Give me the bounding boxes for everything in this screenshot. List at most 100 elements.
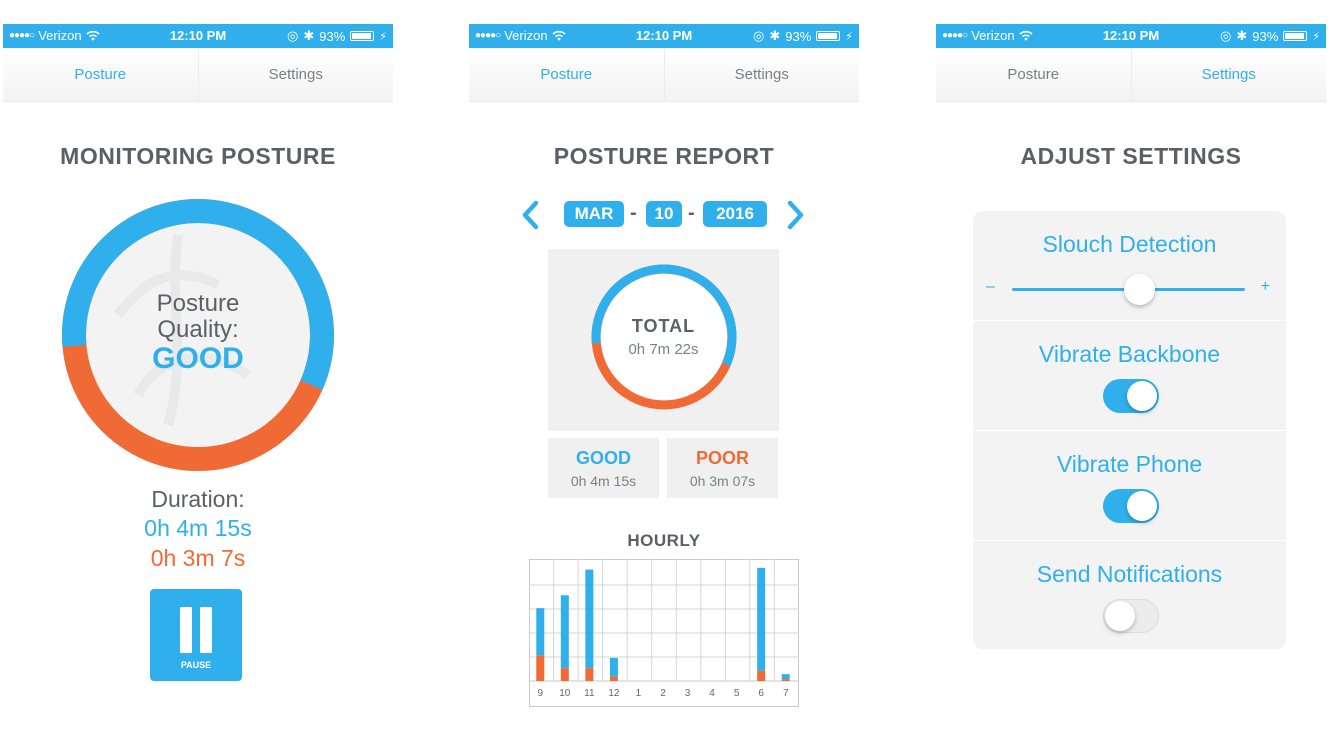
bar-poor — [585, 668, 594, 681]
vibrate-backbone-toggle[interactable] — [1103, 379, 1159, 413]
date-separator: - — [630, 202, 637, 224]
good-stat: GOOD 0h 4m 15s — [548, 438, 659, 498]
bar-poor — [536, 655, 545, 681]
vibrate-phone-row: Vibrate Phone — [973, 431, 1286, 541]
monitoring-screen: ●●●●○ Verizon 12:10 PM ◎ ✱ 93% ⚡ Posture… — [3, 0, 393, 752]
bar-poor — [609, 676, 618, 681]
poor-stat: POOR 0h 3m 07s — [667, 438, 778, 498]
vibrate-backbone-label: Vibrate Backbone — [1038, 341, 1221, 367]
date-separator: - — [688, 202, 695, 224]
tick-label: 6 — [758, 688, 764, 699]
tick-label: 7 — [783, 688, 789, 699]
posture-quality-ring — [62, 199, 334, 471]
tab-bar: Posture Settings — [469, 48, 859, 102]
tick-label: 1 — [636, 688, 642, 699]
charging-icon: ⚡ — [1312, 30, 1320, 43]
bar-good — [757, 567, 766, 671]
good-duration: 0h 4m 15s — [144, 515, 252, 541]
tab-posture[interactable]: Posture — [1007, 66, 1060, 83]
bar-good — [781, 674, 790, 680]
charging-icon: ⚡ — [379, 30, 387, 43]
total-label: TOTAL — [631, 316, 696, 336]
tick-label: 5 — [734, 688, 740, 699]
bluetooth-icon: ✱ — [1236, 28, 1248, 43]
status-bar: ●●●●○ Verizon 12:10 PM ◎ ✱ 93% ⚡ — [469, 24, 859, 48]
page-title: MONITORING POSTURE — [60, 143, 336, 169]
tick-label: 3 — [685, 688, 691, 699]
poor-value: 0h 3m 07s — [689, 473, 756, 489]
poor-duration: 0h 3m 7s — [150, 545, 246, 571]
carrier-label: Verizon — [38, 28, 82, 43]
location-icon: ◎ — [286, 28, 299, 43]
slouch-row: Slouch Detection – + — [973, 211, 1286, 321]
year-pill[interactable]: 2016 — [703, 201, 767, 227]
duration-label: Duration: — [151, 486, 245, 512]
carrier-label: Verizon — [504, 28, 548, 43]
hourly-chart: 9 10 11 12 1 2 3 4 5 6 7 — [529, 559, 799, 707]
bar-poor — [757, 670, 766, 681]
status-bar: ●●●●○ Verizon 12:10 PM ◎ ✱ 93% ⚡ — [936, 24, 1326, 48]
slider-knob[interactable] — [1124, 274, 1155, 305]
battery-icon — [816, 31, 841, 41]
vibrate-backbone-row: Vibrate Backbone — [973, 321, 1286, 431]
tick-label: 9 — [537, 688, 543, 699]
tick-label: 10 — [559, 688, 571, 699]
battery-icon — [1283, 31, 1308, 41]
good-label: GOOD — [575, 448, 631, 468]
bar-good — [609, 657, 618, 677]
tab-posture[interactable]: Posture — [74, 66, 127, 83]
slouch-slider[interactable]: – + — [973, 269, 1286, 309]
clock: 12:10 PM — [1102, 28, 1160, 43]
wifi-icon — [552, 30, 566, 41]
settings-screen: ●●●●○ Verizon 12:10 PM ◎ ✱ 93% ⚡ Posture… — [936, 0, 1326, 752]
chevron-right-icon[interactable] — [781, 198, 809, 232]
charging-icon: ⚡ — [845, 30, 853, 43]
notifications-toggle[interactable] — [1103, 599, 1159, 633]
clock: 12:10 PM — [635, 28, 693, 43]
slider-minus-icon: – — [986, 278, 995, 295]
signal-icon: ●●●●○ — [942, 30, 968, 41]
tab-settings[interactable]: Settings — [1130, 48, 1327, 101]
carrier-label: Verizon — [971, 28, 1015, 43]
tab-bar: Posture Settings — [936, 48, 1326, 102]
battery-percent: 93% — [785, 28, 812, 44]
notifications-label: Send Notifications — [1036, 561, 1223, 587]
tab-settings[interactable]: Settings — [197, 48, 394, 101]
chevron-left-icon[interactable] — [517, 198, 545, 232]
tab-bar: Posture Settings — [3, 48, 393, 102]
total-value: 0h 7m 22s — [628, 341, 699, 358]
quality-label-line1: Posture — [156, 290, 240, 317]
tick-label: 11 — [584, 688, 595, 699]
signal-icon: ●●●●○ — [9, 30, 35, 41]
tab-posture[interactable]: Posture — [540, 66, 593, 83]
battery-percent: 93% — [1252, 28, 1279, 44]
tick-label: 4 — [709, 688, 715, 699]
month-pill[interactable]: MAR — [564, 201, 624, 227]
location-icon: ◎ — [1219, 28, 1232, 43]
poor-label: POOR — [695, 448, 749, 468]
day-pill[interactable]: 10 — [646, 201, 682, 227]
good-value: 0h 4m 15s — [570, 473, 637, 489]
page-title: POSTURE REPORT — [553, 143, 775, 169]
date-selector: MAR - 10 - 2016 — [469, 198, 859, 232]
hourly-title: HOURLY — [627, 531, 701, 550]
pause-button[interactable]: PAUSE — [150, 589, 242, 681]
bar-poor — [560, 668, 569, 681]
quality-value: GOOD — [152, 342, 244, 375]
vibrate-phone-toggle[interactable] — [1103, 489, 1159, 523]
tab-settings[interactable]: Settings — [663, 48, 860, 101]
tick-label: 2 — [660, 688, 666, 699]
bar-good — [536, 608, 545, 656]
battery-percent: 93% — [319, 28, 346, 44]
location-icon: ◎ — [752, 28, 765, 43]
tick-label: 12 — [608, 688, 620, 699]
total-ring — [591, 264, 737, 410]
wifi-icon — [1019, 30, 1033, 41]
settings-card: Slouch Detection – + Vibrate Backbone Vi… — [973, 211, 1286, 649]
notifications-row: Send Notifications — [973, 541, 1286, 649]
signal-icon: ●●●●○ — [475, 30, 501, 41]
pause-label: PAUSE — [180, 660, 212, 670]
slouch-label: Slouch Detection — [1042, 231, 1217, 257]
bar-poor — [781, 679, 790, 681]
wifi-icon — [86, 30, 100, 41]
